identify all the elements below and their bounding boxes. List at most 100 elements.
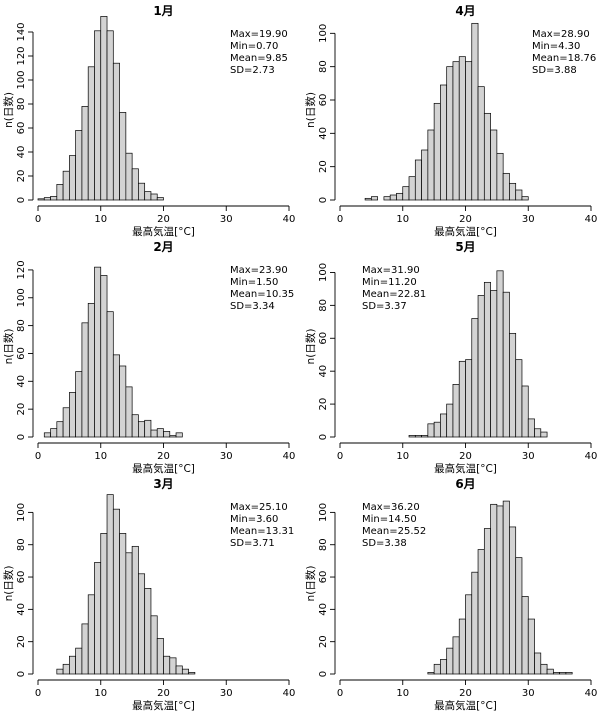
y-tick-label: 80	[16, 538, 27, 551]
histogram-bar	[75, 647, 83, 675]
y-tick-label: 0	[16, 197, 27, 203]
y-tick-label: 20	[16, 635, 27, 648]
histogram-bar	[502, 291, 510, 438]
y-tick-label: 140	[16, 22, 27, 41]
y-tick-label: 60	[16, 347, 27, 360]
histogram-bar	[515, 557, 523, 675]
y-tick-label: 60	[318, 94, 329, 107]
histogram-bar	[112, 62, 120, 201]
y-tick-label: 40	[318, 603, 329, 616]
x-tick-label: 30	[522, 214, 535, 225]
histogram-bar	[446, 403, 454, 438]
histogram-bar	[144, 191, 152, 201]
histogram-bar	[540, 431, 548, 438]
x-tick-label: 10	[94, 688, 107, 699]
histogram-bar	[483, 281, 491, 438]
x-tick-label: 40	[585, 214, 598, 225]
histogram-bar	[509, 526, 517, 675]
y-tick-label: 60	[318, 332, 329, 345]
histogram-bar	[119, 533, 127, 675]
histogram-bar	[433, 663, 441, 675]
histogram-bar	[37, 198, 45, 201]
histogram-bar	[414, 435, 422, 438]
y-axis-label: n(日数)	[304, 329, 317, 365]
histogram-bar	[50, 196, 58, 201]
histogram-bar	[389, 194, 397, 201]
stat-label: Max=36.20	[362, 502, 420, 513]
stat-label: SD=3.71	[230, 538, 275, 549]
x-tick-label: 10	[94, 214, 107, 225]
histogram-bar	[433, 421, 441, 438]
x-axis-label: 最高気温[°C]	[434, 699, 497, 712]
histogram-bar	[156, 428, 164, 438]
histogram-bar	[62, 407, 70, 438]
y-tick-label: 40	[16, 375, 27, 388]
histogram-bar	[471, 318, 479, 438]
histogram-bar	[138, 421, 146, 438]
histogram-bar	[50, 428, 58, 438]
histogram-bar	[138, 573, 146, 675]
y-tick-label: 100	[16, 70, 27, 89]
y-tick-label: 20	[318, 160, 329, 173]
histogram-bar	[527, 618, 535, 675]
x-tick-label: 0	[337, 214, 343, 225]
histogram-bar	[396, 192, 404, 201]
stat-label: Max=31.90	[362, 265, 420, 276]
stat-label: Mean=10.35	[230, 289, 294, 300]
histogram-bar	[364, 197, 372, 201]
y-tick-label: 40	[318, 365, 329, 378]
histogram-bar	[509, 182, 517, 201]
x-tick-label: 10	[94, 451, 107, 462]
histogram-bar	[106, 30, 114, 201]
histogram-bar	[440, 659, 448, 675]
x-tick-label: 30	[522, 688, 535, 699]
y-tick-label: 0	[318, 197, 329, 203]
histogram-bar	[483, 112, 491, 201]
histogram-bar	[87, 594, 95, 675]
x-tick-label: 20	[157, 214, 170, 225]
histogram-bar	[163, 655, 171, 675]
x-tick-label: 0	[35, 214, 41, 225]
y-tick-label: 20	[318, 398, 329, 411]
histogram-bar	[125, 552, 133, 675]
histogram-bar	[465, 594, 473, 675]
stat-label: Mean=13.31	[230, 526, 294, 537]
y-tick-label: 100	[318, 503, 329, 522]
histogram-bar	[100, 16, 108, 201]
histogram-bar	[502, 500, 510, 675]
histogram-bar	[534, 428, 542, 438]
stat-label: Max=23.90	[230, 265, 288, 276]
x-tick-label: 40	[283, 688, 296, 699]
histogram-bar	[75, 371, 83, 438]
y-tick-label: 0	[16, 434, 27, 440]
x-tick-label: 30	[220, 688, 233, 699]
chart-title: 2月	[153, 240, 173, 254]
x-tick-label: 0	[35, 451, 41, 462]
y-tick-label: 20	[16, 403, 27, 416]
histogram-bar	[56, 421, 64, 438]
y-tick-label: 80	[16, 98, 27, 111]
x-axis-label: 最高気温[°C]	[434, 225, 497, 238]
histogram-bar	[458, 360, 466, 438]
stat-label: Mean=9.85	[230, 53, 288, 64]
histogram-bar	[150, 193, 158, 201]
histogram-bar	[458, 56, 466, 201]
histogram-bar	[56, 184, 64, 201]
histogram-bar	[490, 503, 498, 675]
histogram-bar	[43, 432, 51, 438]
histogram-bar	[94, 562, 102, 675]
histogram-bar	[156, 638, 164, 675]
histogram-bar	[131, 414, 139, 438]
stat-label: Min=4.30	[532, 41, 580, 52]
x-axis-label: 最高気温[°C]	[132, 225, 195, 238]
histogram-bar	[559, 672, 567, 675]
histogram-bar	[458, 618, 466, 675]
histogram-bar	[131, 168, 139, 201]
stat-label: Max=28.90	[532, 29, 590, 40]
x-tick-label: 0	[35, 688, 41, 699]
stat-label: Min=1.50	[230, 277, 278, 288]
x-tick-label: 0	[337, 688, 343, 699]
y-tick-label: 120	[16, 46, 27, 65]
chart-title: 3月	[153, 477, 173, 491]
